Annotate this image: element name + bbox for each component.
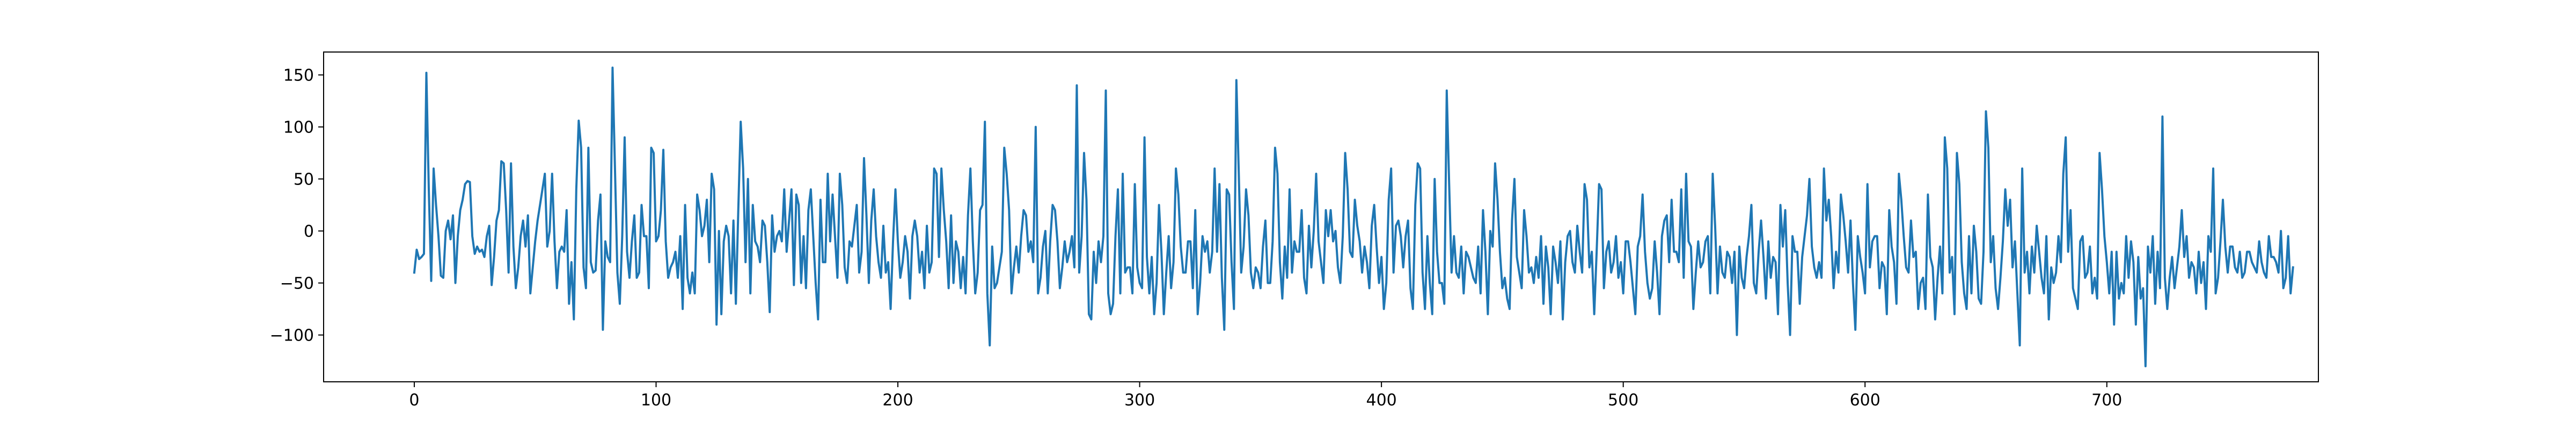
series-line [413,66,2294,367]
y-tick-label: 100 [283,119,314,137]
y-tick-label: 0 [304,223,314,241]
x-tick-label: 500 [1608,391,1638,410]
y-tick-label: 50 [294,171,314,189]
x-tick-label: 600 [1850,391,1880,410]
data-layer [413,66,2294,367]
x-tick-label: 700 [2091,391,2122,410]
y-tick-label: 150 [283,66,314,85]
y-tick-label: −50 [280,275,314,293]
plot-frame [323,51,2319,382]
x-axis-ticks: 0 100 200 300 400 500 600 700 [409,382,2122,410]
x-tick-label: 300 [1124,391,1155,410]
y-axis-ticks: −100 −50 0 50 100 150 [270,66,324,345]
x-tick-label: 200 [882,391,913,410]
x-tick-label: 400 [1366,391,1397,410]
x-tick-label: 0 [409,391,419,410]
x-tick-label: 100 [641,391,671,410]
y-tick-label: −100 [270,327,314,345]
